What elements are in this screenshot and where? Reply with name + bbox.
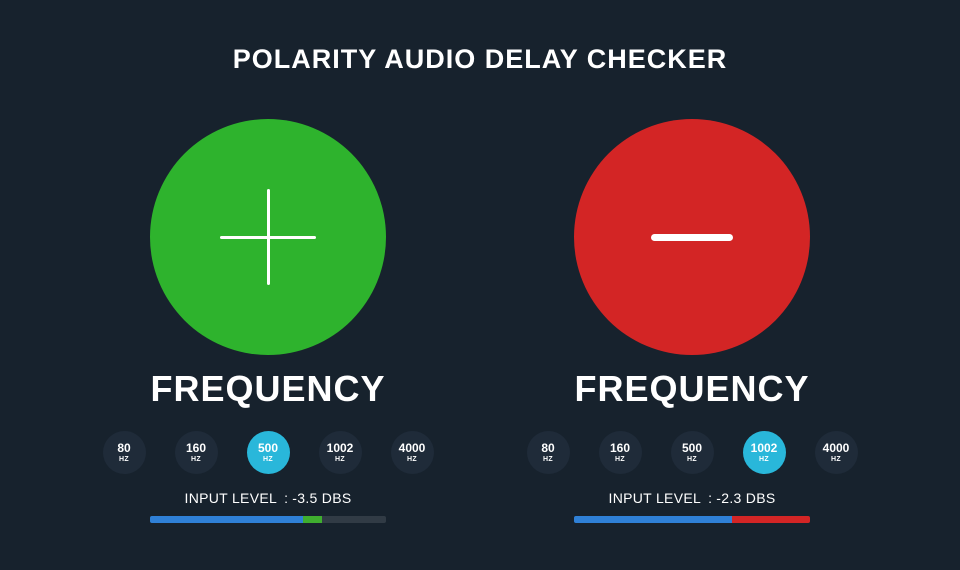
meter-segment [322,516,386,523]
freq-unit: HZ [615,456,625,463]
input-level-separator: : [708,490,713,506]
frequency-buttons: 80 HZ 160 HZ 500 HZ 1002 HZ 4000 HZ [526,431,858,474]
frequency-title: FREQUENCY [574,368,810,409]
freq-button-80hz[interactable]: 80 HZ [102,431,146,474]
freq-button-4000hz[interactable]: 4000 HZ [390,431,434,474]
freq-button-500hz[interactable]: 500 HZ [246,431,290,474]
negative-polarity-button[interactable] [574,119,810,355]
input-level-label: INPUT LEVEL [608,490,702,506]
level-meter [150,516,386,523]
freq-button-4000hz[interactable]: 4000 HZ [814,431,858,474]
frequency-title: FREQUENCY [150,368,386,409]
freq-unit: HZ [407,456,417,463]
page-title: POLARITY AUDIO DELAY CHECKER [232,44,728,74]
meter-segment [303,516,323,523]
freq-value: 80 [541,441,555,455]
meter-segment [732,516,810,523]
freq-value: 1002 [326,441,354,455]
freq-value: 160 [185,441,207,455]
freq-button-160hz[interactable]: 160 HZ [598,431,642,474]
freq-unit: HZ [687,456,697,463]
freq-unit: HZ [759,456,769,463]
input-level-separator: : [284,490,289,506]
freq-unit: HZ [543,456,553,463]
input-level-label: INPUT LEVEL [184,490,278,506]
meter-segment [574,516,733,523]
plus-icon [220,189,316,285]
negative-panel: FREQUENCY 80 HZ 160 HZ 500 HZ 1002 HZ 40… [480,119,904,523]
freq-unit: HZ [335,456,345,463]
freq-button-160hz[interactable]: 160 HZ [174,431,218,474]
positive-polarity-button[interactable] [150,119,386,355]
freq-unit: HZ [263,456,273,463]
input-level-value: -3.5 DBS [292,490,352,506]
panels-container: FREQUENCY 80 HZ 160 HZ 500 HZ 1002 HZ 40… [0,119,960,523]
freq-value: 4000 [398,441,426,455]
freq-button-500hz[interactable]: 500 HZ [670,431,714,474]
freq-unit: HZ [831,456,841,463]
freq-button-80hz[interactable]: 80 HZ [526,431,570,474]
input-level: INPUT LEVEL: -3.5 DBS [185,490,352,506]
freq-value: 1002 [750,441,778,455]
input-level-value: -2.3 DBS [716,490,776,506]
plus-vertical-bar [266,189,270,285]
freq-value: 4000 [822,441,850,455]
minus-icon [651,233,733,241]
freq-value: 500 [257,441,279,455]
freq-value: 160 [609,441,631,455]
frequency-buttons: 80 HZ 160 HZ 500 HZ 1002 HZ 4000 HZ [102,431,434,474]
freq-button-1002hz[interactable]: 1002 HZ [318,431,362,474]
freq-value: 80 [117,441,131,455]
input-level: INPUT LEVEL: -2.3 DBS [609,490,776,506]
meter-segment [150,516,304,523]
level-meter [574,516,810,523]
freq-value: 500 [681,441,703,455]
freq-button-1002hz[interactable]: 1002 HZ [742,431,786,474]
freq-unit: HZ [119,456,129,463]
positive-panel: FREQUENCY 80 HZ 160 HZ 500 HZ 1002 HZ 40… [56,119,480,523]
freq-unit: HZ [191,456,201,463]
